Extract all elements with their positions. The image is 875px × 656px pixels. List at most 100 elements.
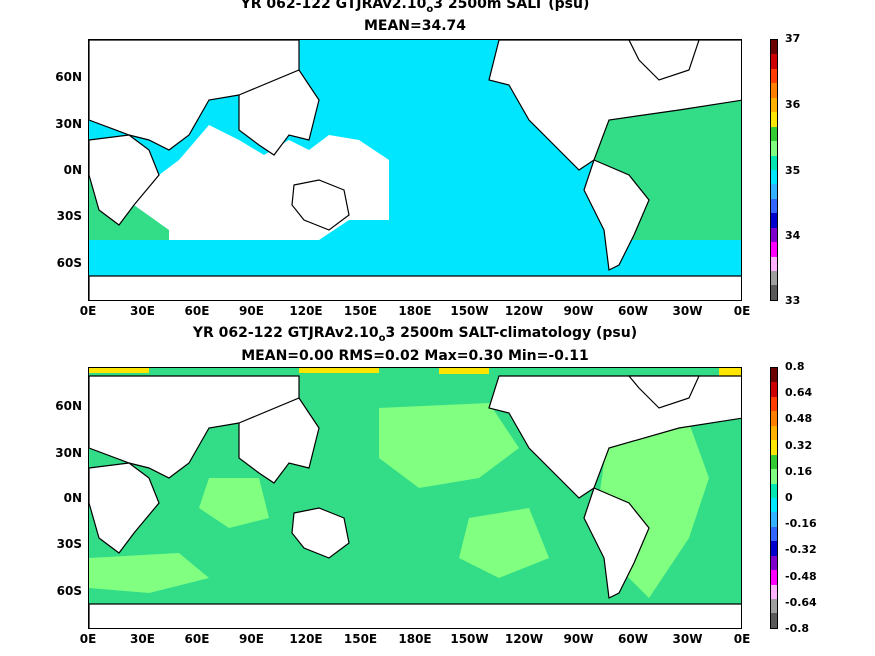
p2-lat-0n: 0N: [63, 491, 82, 505]
p2-cb-swatch-6: [771, 454, 777, 470]
p1-cb-swatch-3: [771, 83, 777, 98]
p2-cb-swatch-7: [771, 469, 777, 484]
p2-cb-label-4: 0.16: [785, 464, 813, 478]
p1-cb-36: 36: [785, 98, 801, 111]
land-africa: [89, 134, 160, 226]
p2-lon-6: 180E: [398, 632, 432, 646]
p1-lat-30s: 30S: [56, 209, 82, 223]
p1-cb-33: 33: [785, 294, 801, 307]
p1-cb-35: 35: [785, 164, 801, 177]
p2-land-asia-east: [238, 397, 320, 484]
p1-cb-swatch-14: [771, 242, 777, 257]
panel2-positive-patch-c: [199, 478, 269, 528]
p1-cb-swatch-4: [771, 97, 777, 113]
panel1-subtitle: MEAN=34.74: [363, 18, 467, 34]
panel2-arctic-strip-c: [439, 368, 489, 374]
p2-cb-label-1: 0.64: [785, 386, 813, 400]
p1-cb-swatch-15: [771, 256, 777, 271]
panel1-title-sub: o: [426, 3, 434, 15]
p2-cb-swatch-17: [771, 613, 777, 628]
p1-cb-swatch-0: [771, 40, 777, 55]
p1-cb-swatch-11: [771, 198, 777, 214]
land-australia: [291, 179, 350, 231]
p2-cb-label-9: -0.64: [785, 595, 817, 609]
p1-cb-swatch-6: [771, 126, 777, 142]
panel1-southern-band: [89, 240, 741, 276]
p1-cb-swatch-17: [771, 285, 777, 300]
p2-lat-60n: 60N: [55, 399, 82, 413]
panel2-map: [88, 367, 742, 629]
land-south-america: [583, 159, 650, 271]
p1-lat-30n: 30N: [55, 117, 82, 131]
p1-lat-60n: 60N: [55, 70, 82, 84]
p1-lon-0: 0E: [79, 304, 97, 318]
p2-cb-swatch-13: [771, 555, 777, 571]
p2-lon-1: 30E: [130, 632, 155, 646]
p2-lon-7: 150W: [450, 632, 489, 646]
p2-lat-30s: 30S: [56, 537, 82, 551]
p2-lat-60s: 60S: [56, 584, 82, 598]
p1-lon-8: 120W: [504, 304, 544, 318]
panel1-title: YR 062-122 GTJRAv2.10o3 2500m SALT (psu): [88, 0, 742, 15]
land-eurasia: [89, 40, 300, 151]
p1-cb-swatch-5: [771, 112, 777, 127]
p2-lat-30n: 30N: [55, 446, 82, 460]
p1-lat-60s: 60S: [56, 256, 82, 270]
p2-cb-swatch-16: [771, 599, 777, 614]
p2-cb-swatch-8: [771, 483, 777, 498]
p2-lon-4: 120E: [289, 632, 323, 646]
p2-land-south-america: [583, 487, 650, 599]
p1-lon-11: 30W: [672, 304, 703, 318]
panel2-subtitle: MEAN=0.00 RMS=0.02 Max=0.30 Min=-0.11: [241, 348, 589, 364]
panel2-title-b: 3 2500m SALT-climatology (psu): [385, 325, 638, 341]
panel2-colorbar: [770, 367, 778, 629]
land-antarctica: [89, 275, 741, 300]
p2-lon-3: 90E: [239, 632, 264, 646]
land-greenland: [628, 40, 700, 81]
p2-cb-swatch-11: [771, 526, 777, 542]
p2-cb-label-8: -0.48: [785, 569, 817, 583]
p1-cb-swatch-8: [771, 155, 777, 170]
p1-lon-6: 180E: [398, 304, 432, 318]
panel2-arctic-strip-b: [299, 368, 379, 373]
p2-cb-label-0: 0.8: [785, 360, 805, 373]
p2-lon-8: 120W: [504, 632, 544, 646]
p2-cb-swatch-9: [771, 497, 777, 513]
p1-lon-5: 150E: [343, 304, 378, 318]
p2-land-greenland: [627, 375, 700, 409]
p1-cb-swatch-12: [771, 213, 777, 228]
p2-lon-12: 0E: [733, 632, 751, 646]
p2-cb-swatch-3: [771, 411, 777, 426]
panel2-map-svg: [89, 368, 741, 628]
p1-cb-swatch-9: [771, 169, 777, 185]
p1-lon-9: 90W: [563, 304, 594, 318]
panel2-arctic-strip-d: [719, 368, 741, 376]
p1-cb-swatch-10: [771, 184, 777, 199]
panel2-title-a: YR 062-122 GTJRAv2.10: [192, 325, 379, 341]
panel2-title: YR 062-122 GTJRAv2.10o3 2500m SALT-clima…: [88, 325, 742, 344]
p1-lon-2: 60E: [184, 304, 210, 318]
p1-cb-swatch-16: [771, 271, 777, 286]
p2-cb-label-5: 0: [785, 491, 793, 504]
p2-lon-2: 60E: [184, 632, 210, 646]
p1-cb-swatch-2: [771, 68, 777, 84]
panel1-map-svg: [89, 40, 741, 300]
p2-land-antarctica: [89, 603, 741, 628]
p2-cb-swatch-10: [771, 512, 777, 527]
panel1-map: [88, 39, 742, 301]
p2-cb-swatch-1: [771, 382, 777, 397]
p2-cb-swatch-2: [771, 396, 777, 412]
p2-land-australia: [291, 507, 350, 559]
p1-lon-3: 90E: [239, 304, 264, 318]
p2-cb-swatch-4: [771, 425, 777, 441]
p2-lon-11: 30W: [672, 632, 703, 646]
p2-cb-label-2: 0.48: [785, 412, 813, 426]
p1-lon-10: 60W: [618, 304, 648, 318]
panel1-colorbar: [770, 39, 778, 301]
p2-cb-label-3: 0.32: [785, 438, 813, 452]
p1-cb-37: 37: [785, 32, 801, 45]
p2-lon-10: 60W: [618, 632, 648, 646]
p1-cb-swatch-7: [771, 141, 777, 156]
p2-cb-swatch-15: [771, 584, 777, 599]
p2-cb-swatch-5: [771, 440, 777, 455]
